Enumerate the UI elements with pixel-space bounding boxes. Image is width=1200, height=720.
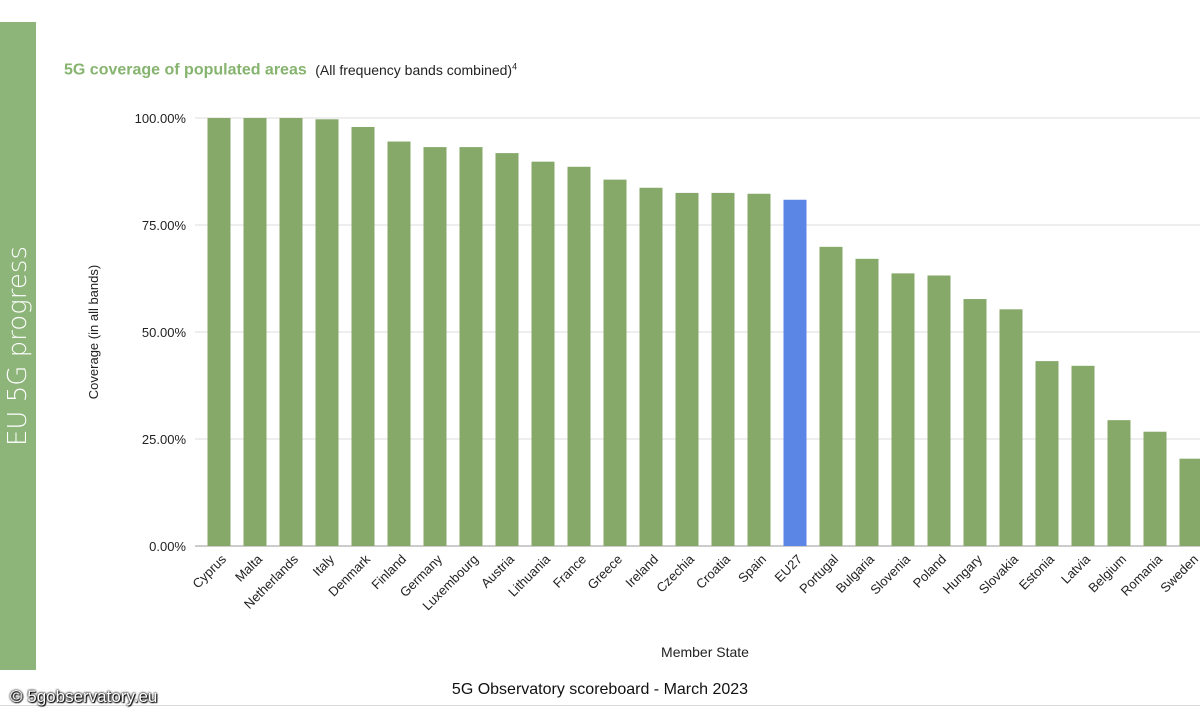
bar-slovenia (891, 273, 915, 546)
bar-germany (423, 147, 447, 546)
x-tick-label: Portugal (796, 551, 841, 596)
bar-croatia (711, 192, 735, 546)
y-tick-label: 100.00% (135, 111, 187, 126)
watermark: © 5gobservatory.eu (10, 687, 158, 706)
bar-chart: 0.00% 25.00% 50.00% 75.00% 100.00% Cyprus Malt… (86, 111, 1200, 660)
x-tick-label: Slovenia (867, 551, 913, 597)
bar-italy (315, 119, 339, 546)
x-tick-label: Greece (584, 552, 625, 593)
x-tick-label: Sweden (1157, 552, 1200, 596)
bar-romania (1143, 431, 1167, 546)
chart-title-sub-text: (All frequency bands combined) (315, 61, 513, 78)
x-tick-label: Italy (310, 551, 338, 579)
x-tick-label: Malta (232, 551, 266, 585)
chart-title-main: 5G coverage of populated areas (64, 61, 307, 79)
bar-spain (747, 193, 771, 547)
chart-title: 5G coverage of populated areas (All freq… (64, 61, 517, 80)
bar-belgium (1107, 420, 1131, 546)
footer-caption: 5G Observatory scoreboard - March 2023 (451, 681, 749, 698)
x-tick-label: EU27 (772, 552, 806, 586)
x-axis-title: Member State (661, 644, 749, 660)
bar-denmark (351, 126, 375, 546)
x-tick-label: Cyprus (189, 551, 229, 591)
x-tick-label: France (550, 552, 589, 591)
y-tick-label: 50.00% (142, 325, 187, 340)
x-tick-label: Spain (735, 552, 769, 586)
bar-poland (927, 275, 951, 546)
bar-ireland (639, 187, 663, 547)
bar-greece (603, 179, 627, 546)
x-tick-label: Croatia (693, 551, 734, 592)
bar-france (567, 166, 591, 547)
bar-bulgaria (855, 258, 879, 546)
bar-finland (387, 141, 411, 547)
bar-sweden (1179, 458, 1200, 546)
x-tick-label: Czechia (653, 551, 697, 595)
chart-title-sub: (All frequency bands combined)4 (315, 61, 518, 78)
bar-eu27 (783, 199, 807, 547)
x-tick-label: Slovakia (976, 551, 1022, 597)
bar-slovakia (999, 309, 1023, 546)
bar-portugal (819, 246, 843, 546)
bar-cyprus (207, 118, 231, 546)
bar-czechia (675, 192, 699, 546)
bar-austria (495, 153, 519, 546)
bar-latvia (1071, 365, 1095, 546)
x-tick-label: Estonia (1016, 551, 1058, 593)
bar-malta (243, 118, 267, 546)
chart-title-footnote: 4 (512, 61, 518, 71)
footer-divider (0, 705, 1200, 706)
y-tick-label: 25.00% (142, 432, 187, 447)
y-tick-label: 0.00% (149, 539, 186, 554)
side-band (0, 22, 36, 670)
y-tick-label: 75.00% (142, 218, 187, 233)
bar-netherlands (279, 118, 303, 546)
bar-estonia (1035, 361, 1059, 546)
bar-lithuania (531, 161, 555, 546)
bar-luxembourg (459, 147, 483, 546)
bar-hungary (963, 299, 987, 546)
y-axis-title: Coverage (in all bands) (86, 265, 101, 399)
